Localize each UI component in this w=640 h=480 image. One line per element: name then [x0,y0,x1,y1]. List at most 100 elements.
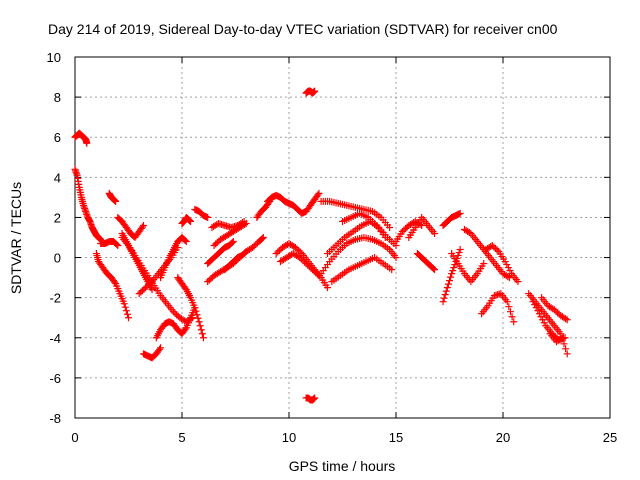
series-arc-24 [276,250,323,280]
data-point [169,308,177,316]
data-point [505,303,513,311]
data-point [506,308,514,316]
plot-frame [74,56,611,419]
data-point [465,228,473,236]
data-point [212,240,220,248]
data-point [540,319,548,327]
series-arc-12 [157,234,190,282]
series-arc-26 [302,394,319,404]
x-tick-label: 20 [496,430,510,445]
series-arc-39 [482,242,522,286]
data-point [311,394,319,402]
series-arc-36 [439,246,464,306]
data-point [557,335,565,343]
data-point [291,244,299,252]
data-point [441,291,449,299]
data-point [228,239,236,247]
data-point [241,220,249,228]
x-tick-labels: 0 5 10 15 20 25 [71,430,617,445]
data-point [138,223,146,231]
series-arc-33 [405,213,439,241]
data-point [506,267,514,275]
data-point [442,287,450,295]
data-point [139,221,147,229]
data-point [171,309,179,317]
data-point [199,334,207,342]
data-point [272,250,280,258]
data-point [138,287,146,295]
y-tick-label: -2 [49,291,61,306]
series-arc-43 [538,294,571,324]
grid-lines [75,57,610,418]
data-point [429,265,437,273]
series-arc-40 [478,290,518,326]
data-point [398,227,406,235]
data-point [450,264,458,272]
data-point [135,290,143,298]
series-arc-22 [264,189,323,217]
series-arc-30 [328,254,396,286]
data-point [431,229,439,237]
data-point [554,309,562,317]
data-point [213,239,221,247]
x-tick-label: 15 [389,430,403,445]
data-point [113,241,121,249]
data-point [305,263,313,271]
series-arc-34 [413,250,439,274]
data-point [309,266,317,274]
data-point [503,261,511,269]
data-point [456,246,464,254]
data-point [493,246,501,254]
data-point [274,248,282,256]
data-point [121,303,129,311]
data-point [198,330,206,338]
data-point [508,313,516,321]
data-point [431,266,439,274]
y-axis-label: SDTVAR / TECUs [8,182,24,294]
series-arc-5 [105,189,120,205]
data-point [532,304,540,312]
data-point [193,311,201,319]
data-point [205,276,213,284]
data-point [112,197,120,205]
data-point [148,286,156,294]
data-point [242,219,250,227]
data-point [252,241,260,249]
series-arc-8 [118,234,197,326]
series-arc-15 [191,205,212,221]
data-point [510,318,518,326]
data-point [111,278,119,286]
series-arc-44 [546,330,567,346]
y-tick-label: 10 [47,50,61,65]
data-point [241,249,249,257]
data-point [449,267,457,275]
data-point [301,258,309,266]
data-point [173,311,181,319]
series-arc-37 [448,250,488,286]
data-point [146,279,154,287]
data-point [293,245,301,253]
series-arc-41 [525,290,571,358]
y-tick-label: 2 [54,210,61,225]
data-point [534,307,542,315]
data-point [194,314,202,322]
data-point [444,280,452,288]
data-point [181,284,189,292]
data-point [514,278,522,286]
data-point [488,242,496,250]
series-arc-23 [272,240,332,292]
data-point [114,242,122,250]
data-point [386,223,394,231]
data-point [122,307,130,315]
data-point [295,247,303,255]
series-arc-31 [339,209,389,241]
data-point [447,273,455,281]
data-point [559,334,567,342]
data-point [531,301,539,309]
data-point [492,245,500,253]
data-point [324,284,332,292]
x-tick-label: 5 [178,430,185,445]
data-point [304,261,312,269]
data-point [307,264,315,272]
